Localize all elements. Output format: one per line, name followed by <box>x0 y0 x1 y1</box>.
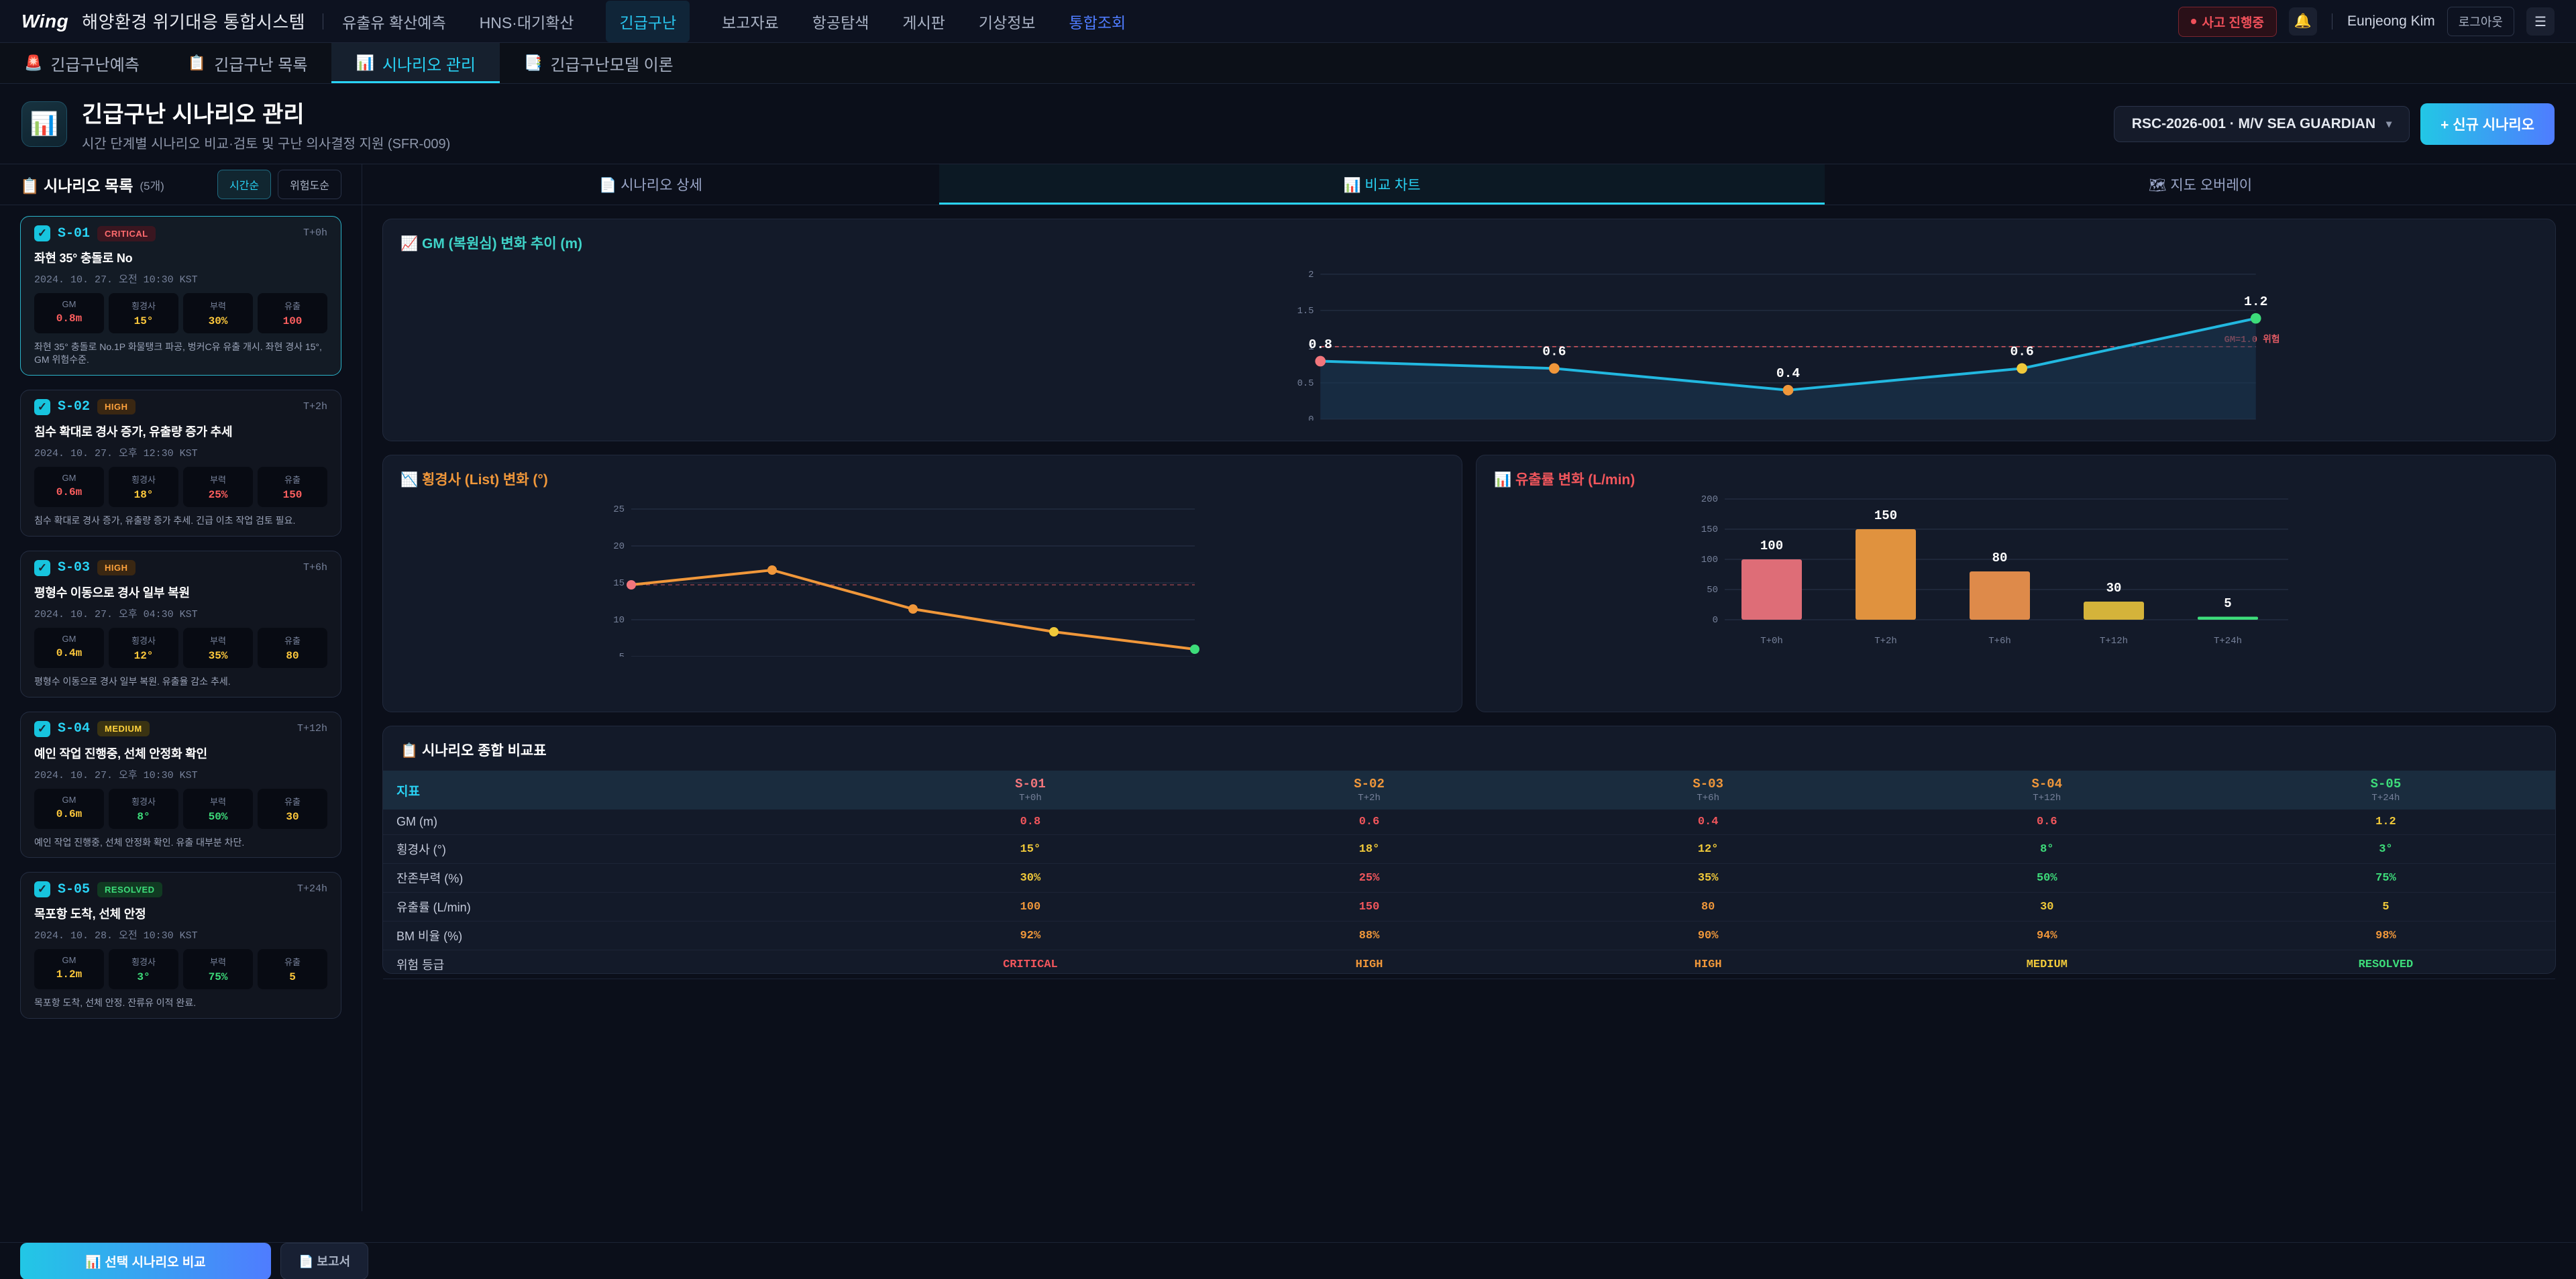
svg-text:5: 5 <box>619 652 625 657</box>
svg-text:150: 150 <box>1874 508 1897 523</box>
svg-text:T+12h: T+12h <box>2100 636 2128 647</box>
svg-text:0: 0 <box>1308 415 1313 421</box>
svg-text:2: 2 <box>1308 270 1313 280</box>
svg-text:20: 20 <box>613 541 625 552</box>
svg-text:100: 100 <box>1760 539 1783 553</box>
svg-text:100: 100 <box>1701 555 1718 565</box>
svg-text:1.2: 1.2 <box>2244 294 2267 309</box>
svg-text:T+2h: T+2h <box>1874 636 1897 647</box>
svg-text:0: 0 <box>1713 615 1718 626</box>
svg-text:50: 50 <box>1707 585 1718 596</box>
svg-text:25: 25 <box>613 504 625 515</box>
svg-text:0.4: 0.4 <box>1776 366 1801 381</box>
svg-text:0.6: 0.6 <box>1542 345 1566 359</box>
svg-text:10: 10 <box>613 615 625 626</box>
svg-text:5: 5 <box>2224 596 2231 611</box>
svg-text:30: 30 <box>2106 581 2122 596</box>
svg-text:0.6: 0.6 <box>2010 345 2033 359</box>
svg-text:150: 150 <box>1701 524 1718 535</box>
svg-text:0.5: 0.5 <box>1297 379 1314 389</box>
svg-text:1.5: 1.5 <box>1297 307 1314 317</box>
svg-text:T+24h: T+24h <box>2214 636 2242 647</box>
svg-text:80: 80 <box>1992 551 2008 565</box>
svg-text:15: 15 <box>613 578 625 589</box>
svg-text:0.8: 0.8 <box>1309 337 1332 352</box>
svg-text:T+6h: T+6h <box>1988 636 2011 647</box>
svg-text:200: 200 <box>1701 494 1718 505</box>
svg-text:T+0h: T+0h <box>1760 636 1783 647</box>
